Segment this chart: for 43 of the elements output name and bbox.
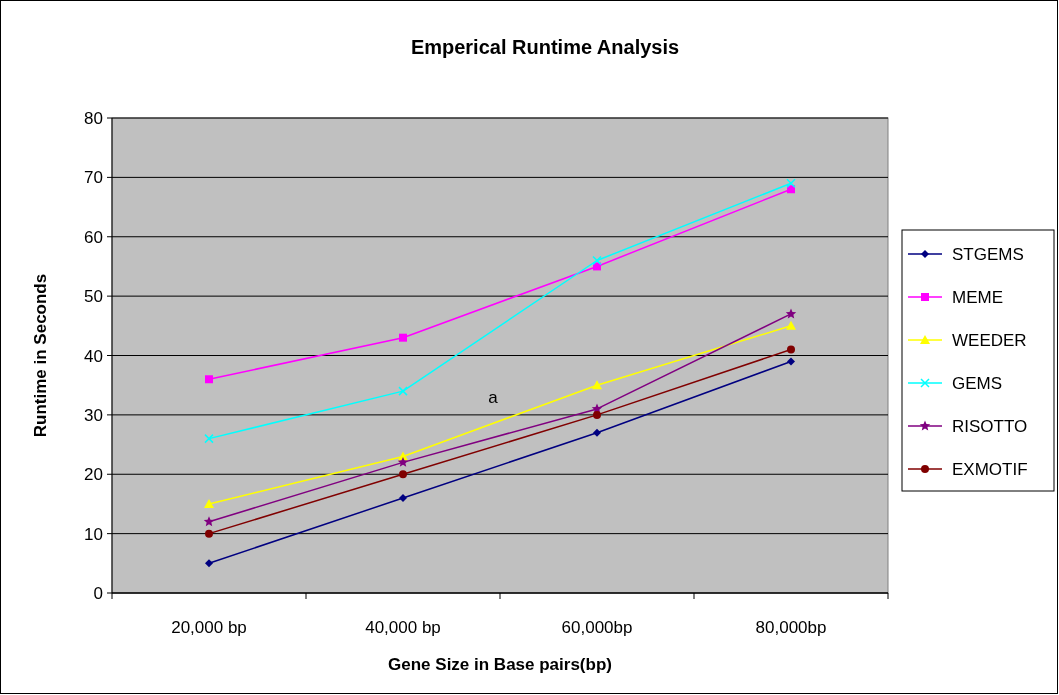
legend-label: GEMS <box>952 374 1003 393</box>
legend-label: RISOTTO <box>952 417 1028 436</box>
point <box>399 470 407 479</box>
point <box>205 375 213 384</box>
legend-label: MEME <box>952 288 1003 307</box>
y-tick-label: 50 <box>84 287 103 307</box>
point <box>399 494 407 502</box>
x-tick-label: 60,000bp <box>561 618 633 637</box>
point <box>204 498 214 508</box>
y-tick-label: 80 <box>84 109 103 128</box>
x-tick-label: 40,000 bp <box>365 618 441 637</box>
x-tick-label: 80,000bp <box>755 618 827 637</box>
point <box>785 308 797 319</box>
point <box>204 433 214 444</box>
point <box>593 428 601 437</box>
annotation: a <box>488 388 499 407</box>
point <box>203 516 215 527</box>
point <box>205 559 213 568</box>
point <box>593 410 601 419</box>
y-tick-label: 30 <box>84 405 103 425</box>
legend-label: STGEMS <box>952 245 1024 264</box>
y-tick-label: 20 <box>84 465 103 485</box>
point <box>786 320 796 330</box>
point <box>398 386 408 396</box>
x-axis-title: Gene Size in Base pairs(bp) <box>388 655 612 674</box>
legend-label: WEEDER <box>952 331 1027 350</box>
point <box>397 456 409 467</box>
point <box>399 333 407 342</box>
y-tick-label: 0 <box>93 584 103 603</box>
y-axis-title: Runtime in Seconds <box>31 273 50 438</box>
point <box>787 345 795 354</box>
point <box>786 178 796 189</box>
y-tick-label: 40 <box>84 346 103 366</box>
x-tick-label: 20,000 bp <box>171 618 247 637</box>
point <box>592 255 602 266</box>
y-tick-label: 70 <box>84 168 103 188</box>
point <box>787 357 795 366</box>
point <box>205 529 213 538</box>
legend-label: EXMOTIF <box>952 460 1028 479</box>
chart-title: Emperical Runtime Analysis <box>410 36 680 58</box>
y-tick-label: 60 <box>84 227 103 247</box>
y-tick-label: 10 <box>84 524 103 544</box>
point <box>592 380 602 390</box>
